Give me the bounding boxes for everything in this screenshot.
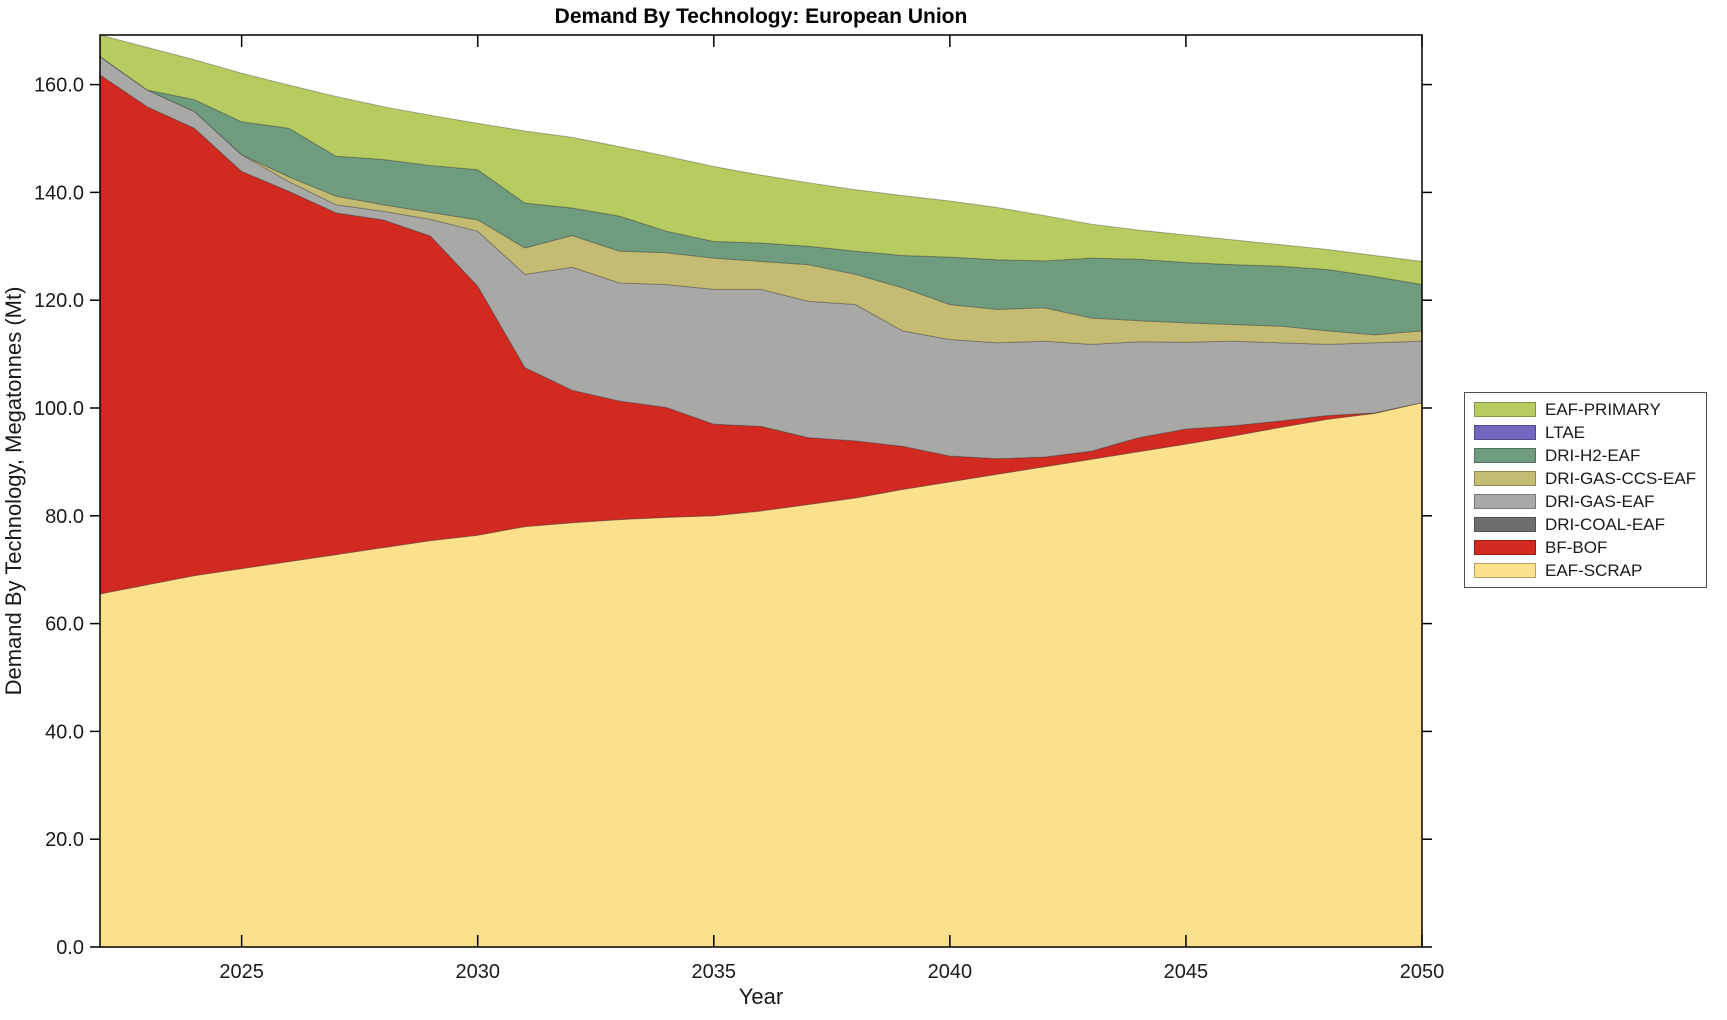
- legend-item-bf-bof: BF-BOF: [1474, 536, 1702, 559]
- legend-swatch: [1474, 517, 1536, 532]
- y-tick-label: 60.0: [45, 614, 84, 636]
- y-tick-label: 140.0: [34, 182, 84, 204]
- x-tick-label: 2025: [219, 961, 264, 983]
- legend-swatch: [1474, 563, 1536, 578]
- x-tick-label: 2040: [928, 961, 973, 983]
- legend-swatch: [1474, 471, 1536, 486]
- legend: EAF-PRIMARY LTAE DRI-H2-EAF DRI-GAS-CCS-EAF…: [1464, 392, 1707, 588]
- legend-label: DRI-GAS-CCS-EAF: [1545, 468, 1697, 488]
- chart-title: Demand By Technology: European Union: [554, 5, 968, 28]
- legend-swatch: [1474, 448, 1536, 463]
- x-tick-label: 2030: [455, 961, 500, 983]
- legend-swatch: [1474, 540, 1536, 555]
- legend-item-eaf-primary: EAF-PRIMARY: [1474, 398, 1702, 421]
- y-tick-label: 0.0: [56, 937, 84, 959]
- y-tick-label: 100.0: [34, 398, 84, 420]
- legend-label: DRI-H2-EAF: [1545, 445, 1641, 465]
- y-tick-label: 160.0: [34, 75, 84, 97]
- y-tick-label: 80.0: [45, 506, 84, 528]
- legend-item-eaf-scrap: EAF-SCRAP: [1474, 559, 1702, 582]
- plot-frame: [99, 34, 1423, 948]
- x-tick-label: 2035: [692, 961, 737, 983]
- legend-label: BF-BOF: [1545, 537, 1608, 557]
- legend-swatch: [1474, 494, 1536, 509]
- legend-item-dri-gas-ccs-eaf: DRI-GAS-CCS-EAF: [1474, 467, 1702, 490]
- legend-swatch: [1474, 425, 1536, 440]
- legend-label: EAF-PRIMARY: [1545, 399, 1661, 419]
- legend-item-ltae: LTAE: [1474, 421, 1702, 444]
- legend-item-dri-h2-eaf: DRI-H2-EAF: [1474, 444, 1702, 467]
- x-tick-label: 2050: [1400, 961, 1445, 983]
- legend-label: DRI-GAS-EAF: [1545, 491, 1655, 511]
- y-tick-label: 40.0: [45, 721, 84, 743]
- legend-item-dri-gas-eaf: DRI-GAS-EAF: [1474, 490, 1702, 513]
- y-tick-label: 20.0: [45, 829, 84, 851]
- legend-label: DRI-COAL-EAF: [1545, 514, 1665, 534]
- legend-label: LTAE: [1545, 422, 1585, 442]
- x-tick-label: 2045: [1164, 961, 1209, 983]
- y-axis-label: Demand By Technology, Megatonnes (Mt): [1, 286, 26, 696]
- legend-item-dri-coal-eaf: DRI-COAL-EAF: [1474, 513, 1702, 536]
- legend-swatch: [1474, 402, 1536, 417]
- y-tick-label: 120.0: [34, 290, 84, 312]
- x-axis-label: Year: [738, 984, 784, 1009]
- legend-label: EAF-SCRAP: [1545, 560, 1643, 580]
